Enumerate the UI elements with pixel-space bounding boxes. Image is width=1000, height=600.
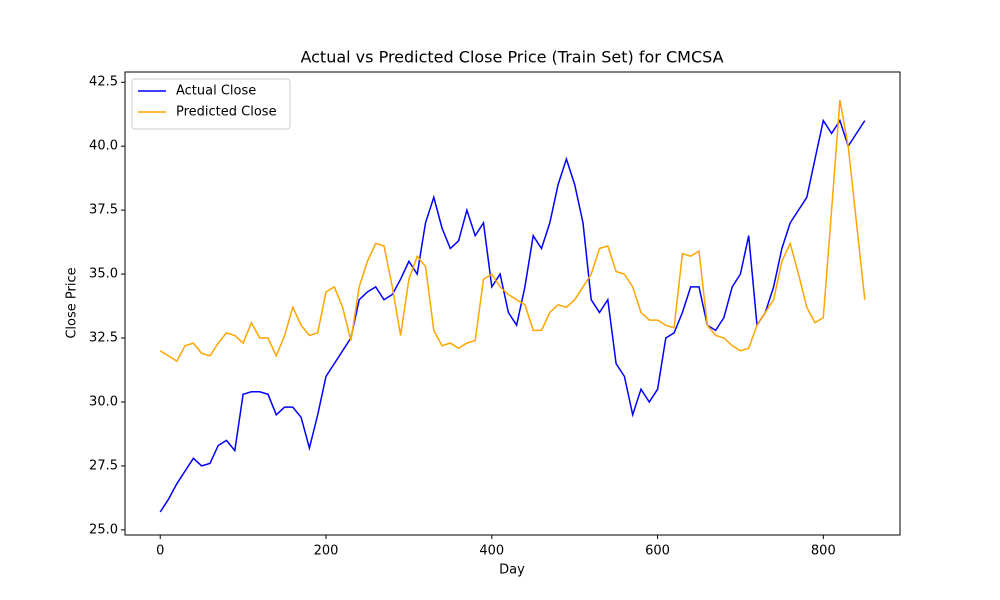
x-tick-label: 600	[645, 544, 670, 559]
y-tick-label: 40.0	[89, 139, 118, 154]
x-tick-label: 800	[811, 544, 836, 559]
y-tick-label: 37.5	[89, 203, 118, 218]
plot-frame	[124, 71, 901, 536]
y-tick-label: 42.5	[89, 75, 118, 90]
y-tick-label: 35.0	[89, 267, 118, 282]
y-axis-label: Close Price	[65, 267, 80, 338]
x-tick-label: 0	[156, 544, 164, 559]
y-tick-label: 32.5	[89, 331, 118, 346]
chart-title: Actual vs Predicted Close Price (Train S…	[300, 48, 723, 67]
data-line	[159, 118, 866, 513]
legend-label: Predicted Close	[176, 105, 277, 120]
data-line	[159, 99, 866, 363]
x-tick-label: 200	[314, 544, 339, 559]
legend-box	[131, 78, 291, 130]
legend-label: Actual Close	[176, 84, 256, 99]
y-tick-label: 30.0	[89, 394, 118, 409]
x-axis-label: Day	[499, 563, 525, 578]
y-tick-label: 27.5	[89, 458, 118, 473]
x-tick-label: 400	[479, 544, 504, 559]
y-tick-label: 25.0	[89, 522, 118, 537]
